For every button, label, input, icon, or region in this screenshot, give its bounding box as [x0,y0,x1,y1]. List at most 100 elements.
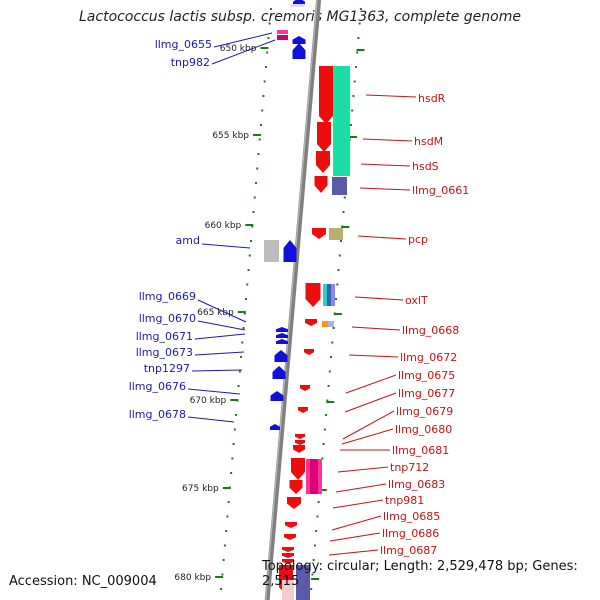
label-leader-line [357,235,407,240]
feature-band [332,177,347,195]
guide-dot-left [240,356,243,358]
label-leader-line [331,515,382,531]
gene-arrow-plus [295,434,305,439]
guide-dot-left [246,283,249,286]
gene-label-plus: llmg_0681 [392,444,449,457]
label-leader-line [342,410,395,440]
guide-dot-right [316,515,319,518]
guide-dot-right [338,254,341,257]
guide-dot-left [261,109,264,112]
guide-dot-left [245,298,248,300]
feature-band [322,321,328,327]
feature-band [323,284,327,306]
guide-dot-right [337,269,340,271]
guide-dot-left [259,124,262,126]
gene-label-plus: tnp712 [390,461,429,474]
guide-dot-left [269,8,272,10]
guide-dot-right [340,240,343,242]
gene-arrow-minus [272,366,286,379]
feature-band [337,66,345,176]
label-leader-line [211,39,276,65]
gene-arrow-plus [319,66,333,124]
gene-label-plus: llmg_0680 [395,423,452,436]
gene-label-plus: llmg_0685 [383,510,440,523]
gene-label-plus: llmg_0661 [412,184,469,197]
label-leader-line [360,163,411,167]
label-leader-line [201,243,251,249]
guide-dot-left [220,588,223,590]
gene-label-minus: llmg_0678 [129,408,186,421]
label-leader-line [187,416,235,423]
gene-label-plus: pcp [408,233,428,246]
guide-dot-right [358,22,361,25]
guide-dot-right [331,341,334,344]
label-leader-line [194,333,246,340]
guide-dot-left [237,385,240,387]
guide-dot-left [238,370,241,373]
guide-dot-right [343,196,346,199]
guide-dot-left [254,182,257,184]
guide-dot-right [315,530,318,532]
gene-arrow-minus [276,327,288,332]
guide-dot-left [226,515,229,518]
gene-labels: llmg_0655tnp982amdllmg_0669llmg_0670llmg… [129,32,469,557]
guide-dot-right [336,283,339,286]
gene-label-plus: llmg_0687 [380,544,437,557]
guide-dot-left [264,66,267,68]
gene-label-minus: llmg_0655 [155,38,212,51]
gene-arrow-plus [291,458,305,480]
gene-arrow-plus [284,534,296,540]
guide-dot-left [223,544,226,547]
position-ticks: 650 kbp 655 kbp 660 kbp 665 kbp 670 kbp 675 k… [174,8,365,590]
backbone-highlight [265,0,318,600]
label-leader-line [341,428,394,445]
position-tick-label: 660 kbp [205,221,242,231]
label-leader-line [335,483,387,493]
guide-dot-left [250,240,253,242]
guide-dot-left [263,80,266,83]
position-tick-label: 655 kbp [212,131,249,141]
guide-dot-right [353,80,356,83]
gene-arrow-minus [283,240,297,262]
gene-label-plus: hsdS [412,160,439,173]
feature-band [291,4,305,7]
guide-dot-left [251,225,254,228]
label-leader-line [332,499,384,509]
gene-arrow-plus [298,407,308,413]
gene-arrow-plus [317,122,331,152]
gene-arrow-plus [282,559,294,564]
position-tick-label: 670 kbp [190,396,227,406]
gene-label-minus: amd [176,234,200,247]
guide-dot-right [317,501,320,503]
guide-dot-left [243,312,246,315]
label-leader-line [328,549,379,556]
guide-dot-right [327,385,330,387]
label-leader-line [191,369,243,372]
label-leader-line [354,296,404,301]
gene-arrow-plus [287,497,301,509]
gene-arrow-plus [282,553,294,558]
guide-dot-left [227,501,230,503]
gene-label-minus: llmg_0671 [136,330,193,343]
gene-arrow-plus [305,283,321,307]
guide-dot-right [326,399,329,402]
gene-arrow-plus [282,547,294,552]
guide-dot-left [225,530,228,532]
guide-dot-left [221,573,224,576]
guide-dot-right [351,109,354,112]
label-leader-line [359,187,411,191]
label-leader-line [365,94,417,98]
gene-label-plus: llmg_0679 [396,405,453,418]
guide-dot-right [335,298,338,300]
guide-dot-left [233,428,236,431]
guide-dot-left [268,22,271,25]
guide-dot-left [247,269,250,271]
gene-arrow-minus [270,391,284,401]
guide-dot-right [342,211,345,213]
gene-arrow-plus [312,228,326,239]
guide-dot-right [311,573,314,576]
gene-label-minus: llmg_0670 [139,312,196,325]
label-leader-line [345,374,397,394]
